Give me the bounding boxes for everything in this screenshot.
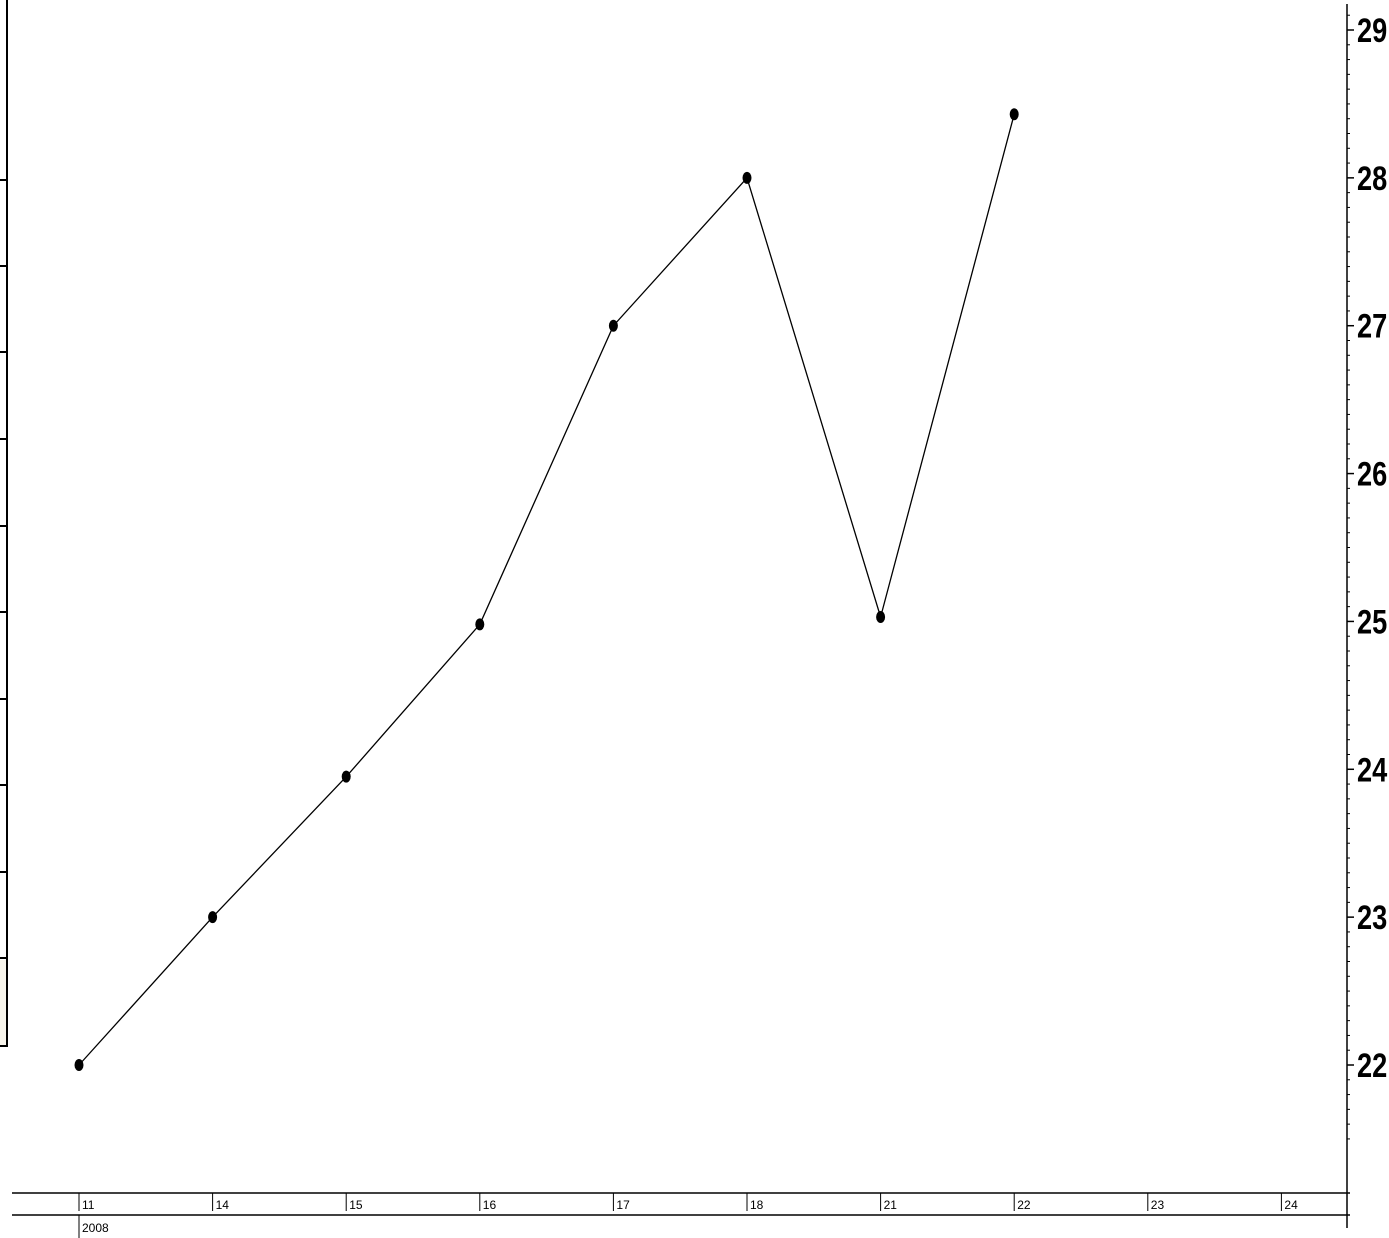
x-tick-label: 22 [1017,1198,1031,1212]
data-point [608,319,618,332]
left-panel-fill [0,960,8,1046]
data-point [74,1059,84,1071]
y-tick-label: 23 [1357,898,1387,937]
data-point [341,770,351,783]
x-tick-label: 18 [750,1198,764,1212]
y-tick-label: 28 [1357,159,1387,198]
y-tick-label: 27 [1357,307,1387,346]
data-point [876,610,886,623]
y-tick-label: 22 [1357,1046,1387,1085]
x-tick-label: 16 [483,1198,497,1212]
series-line [78,114,1015,1066]
x-tick-label: 21 [884,1198,898,1212]
data-point [1009,108,1019,121]
y-axis: 22 23 24 25 26 27 28 29 [1346,4,1387,1228]
x-axis: 11 14 15 16 17 18 21 22 23 24 2008 [12,1192,1350,1238]
series-layer [74,108,1019,1071]
y-tick-label: 24 [1357,750,1387,789]
x-tick-label: 23 [1151,1198,1165,1212]
year-label: 2008 [82,1221,109,1235]
x-tick-label: 15 [349,1198,363,1212]
data-point [208,911,218,924]
x-tick-label: 14 [216,1198,230,1212]
x-tick-label: 11 [82,1198,95,1212]
y-tick-label: 26 [1357,455,1387,494]
x-tick-label: 17 [616,1198,630,1212]
data-point [475,618,485,631]
y-tick-label: 25 [1357,603,1387,642]
left-panel-strip [0,0,8,1047]
x-tick-label: 24 [1284,1198,1298,1212]
data-point [742,171,752,184]
y-tick-label: 29 [1357,11,1387,50]
